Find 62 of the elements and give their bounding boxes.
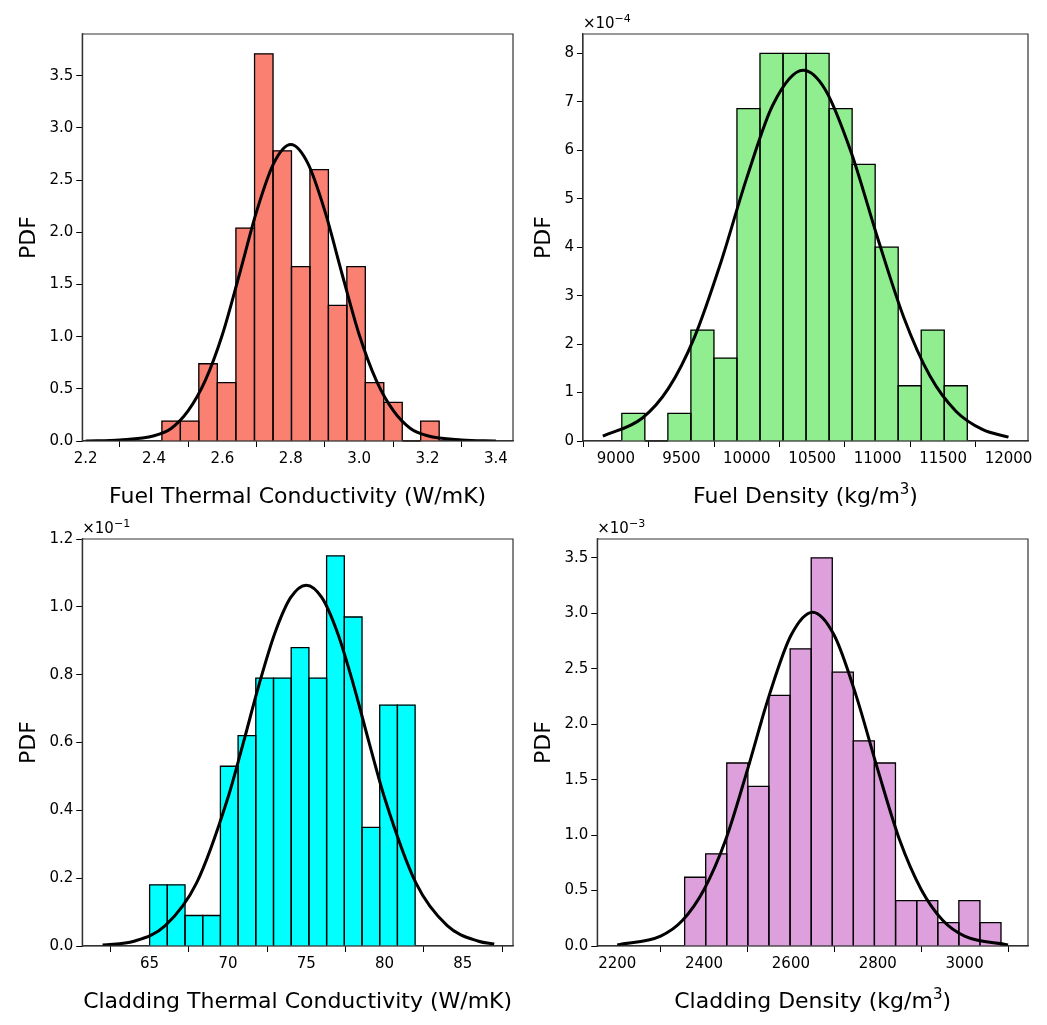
- x-tick-label: 2400: [684, 953, 724, 972]
- x-tick-label: 2600: [771, 953, 811, 972]
- y-tick-label: 4: [564, 237, 574, 256]
- y-tick-label: 1.0: [564, 824, 589, 843]
- y-tick-label: 1.2: [49, 528, 74, 547]
- y-axis-title: PDF: [14, 721, 40, 764]
- y-tick-label: 0.2: [49, 868, 74, 887]
- y-tick-label: 1: [564, 382, 574, 401]
- y-tick-label: 1.0: [49, 326, 74, 345]
- y-axis-title: PDF: [529, 721, 555, 764]
- y-tick-label: 0.5: [564, 880, 589, 899]
- x-tick-label: 3.0: [347, 448, 372, 467]
- y-tick-label: 1.5: [49, 274, 74, 293]
- x-tick-label: 9000: [596, 448, 636, 467]
- y-tick-label: 7: [564, 91, 574, 110]
- y-tick-label: 3.5: [49, 65, 74, 84]
- x-tick-label: 3000: [945, 953, 984, 972]
- x-tick-label: 3.2: [415, 448, 440, 467]
- x-tick-label: 65: [140, 953, 160, 972]
- y-tick-label: 3.5: [564, 547, 589, 566]
- y-tick-label: 2.0: [49, 222, 74, 241]
- y-tick-label: 3.0: [49, 117, 74, 136]
- y-tick-label: 3: [564, 285, 574, 304]
- y-tick-label: 2.0: [564, 714, 589, 733]
- x-tick-label: 2.4: [142, 448, 166, 467]
- x-tick-label: 2200: [598, 953, 637, 972]
- x-axis-title: Cladding Thermal Conductivity (W/mK): [83, 988, 513, 1013]
- y-tick-label: 0.0: [49, 430, 74, 449]
- x-tick-label: 75: [296, 953, 316, 972]
- y-tick-label: 0.0: [564, 935, 589, 954]
- y-tick-label: 0.4: [49, 800, 74, 819]
- x-tick-label: 10000: [722, 448, 771, 467]
- y-tick-label: 0: [564, 430, 574, 449]
- x-tick-label: 80: [375, 953, 395, 972]
- y-axis-title: PDF: [14, 216, 40, 259]
- y-tick-label: 8: [564, 43, 574, 62]
- y-tick-label: 2: [564, 333, 574, 352]
- y-tick-label: 6: [564, 140, 574, 159]
- x-tick-label: 12000: [984, 448, 1033, 467]
- x-tick-label: 11000: [853, 448, 902, 467]
- x-tick-label: 2.8: [278, 448, 303, 467]
- x-tick-label: 2800: [858, 953, 897, 972]
- y-tick-label: 0.0: [49, 935, 74, 954]
- y-tick-label: 0.5: [49, 378, 74, 397]
- y-tick-label: 0.6: [49, 732, 74, 751]
- x-tick-label: 2.6: [210, 448, 235, 467]
- y-tick-label: 3.0: [564, 603, 589, 622]
- y-tick-label: 1.0: [49, 596, 74, 615]
- y-axis-title: PDF: [529, 216, 555, 259]
- y-tick-label: 1.5: [564, 769, 589, 788]
- x-tick-label: 70: [218, 953, 238, 972]
- y-tick-label: 5: [564, 188, 574, 207]
- x-axis-title: Fuel Thermal Conductivity (W/mK): [109, 483, 487, 508]
- y-tick-label: 0.8: [49, 664, 74, 683]
- x-tick-label: 11500: [919, 448, 967, 467]
- y-tick-label: 2.5: [564, 658, 589, 677]
- x-tick-label: 9500: [662, 448, 701, 467]
- y-tick-label: 2.5: [49, 169, 74, 188]
- x-tick-label: 10500: [788, 448, 837, 467]
- x-tick-label: 85: [453, 953, 473, 972]
- x-tick-label: 3.4: [483, 448, 508, 467]
- x-tick-label: 2.2: [73, 448, 98, 467]
